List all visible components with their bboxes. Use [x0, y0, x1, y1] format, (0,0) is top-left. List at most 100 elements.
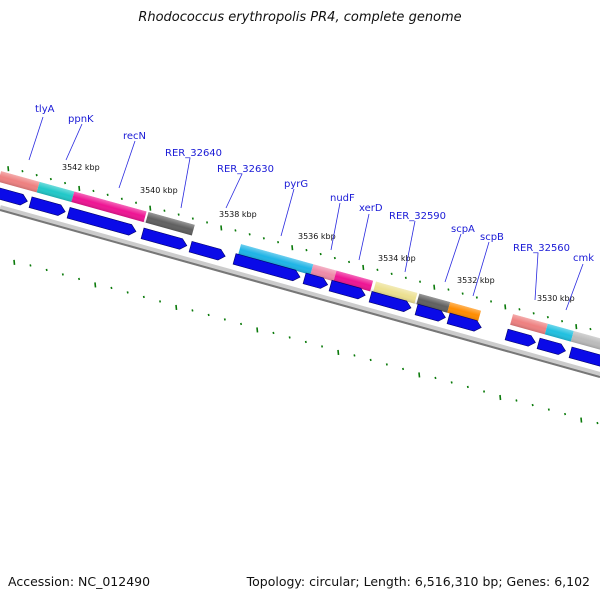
ruler-tick: [321, 345, 324, 348]
ruler-tick: [126, 291, 129, 294]
kbp-label: 3540 kbp: [140, 186, 178, 195]
ruler-tick: [461, 292, 464, 295]
ruler-tick: [531, 403, 534, 407]
ruler-tick: [206, 221, 209, 224]
kbp-labels: 3542 kbp 3540 kbp 3538 kbp 3536 kbp 3534…: [62, 163, 575, 303]
ruler-tick: [589, 327, 592, 331]
label-leaders: [28, 116, 584, 311]
lower-ruler-ticks: [13, 259, 599, 425]
ruler-tick: [191, 309, 194, 312]
cds-arrow: [504, 328, 536, 347]
ruler-tick: [376, 268, 379, 272]
ruler-tick: [434, 376, 437, 380]
ruler-tick: [45, 268, 48, 272]
ruler-tick: [220, 225, 223, 231]
cds-arrow: [28, 196, 66, 216]
ruler-tick: [21, 169, 24, 173]
ruler-tick: [353, 354, 356, 357]
ruler-tick: [348, 260, 351, 264]
cds-arrow: [536, 337, 566, 355]
ruler-tick: [402, 367, 405, 371]
ruler-tick: [49, 177, 52, 181]
ruler-tick: [291, 245, 294, 251]
ruler-tick: [447, 288, 450, 291]
ruler-tick: [362, 264, 365, 270]
gene-labels: tlyA ppnK recN RER_32640 RER_32630 pyrG …: [35, 104, 594, 264]
ruler-tick: [561, 319, 564, 323]
ruler-tick: [78, 185, 81, 192]
cds-arrow: [66, 207, 137, 236]
gene-label-scpB: scpB: [480, 232, 504, 243]
cds-arrow: [568, 346, 600, 368]
cds-arrow: [328, 279, 366, 300]
gene-label-recN: recN: [123, 131, 146, 142]
ruler-tick: [207, 313, 210, 317]
ruler-tick: [163, 209, 166, 212]
ruler-tick: [596, 421, 599, 425]
accession-label: Accession: NC_012490: [8, 574, 151, 589]
ruler-tick: [483, 390, 486, 393]
ruler-tick: [532, 312, 535, 315]
ruler-tick: [305, 248, 308, 252]
ruler-tick: [240, 322, 243, 326]
kbp-label: 3534 kbp: [378, 254, 416, 263]
ruler-tick: [369, 358, 372, 362]
ruler-tick: [504, 304, 507, 310]
ruler-tick: [92, 189, 95, 193]
ruler-tick: [277, 241, 280, 244]
ruler-tick: [575, 324, 578, 330]
kbp-label: 3542 kbp: [62, 163, 100, 172]
cds-arrow: [302, 272, 329, 289]
backbone: [0, 205, 600, 378]
cds-arrow: [232, 253, 301, 282]
ruler-tick: [333, 256, 336, 260]
ruler-tick: [177, 213, 180, 216]
gene-label-ppnK: ppnK: [68, 114, 94, 125]
ruler-tick: [142, 295, 145, 299]
ruler-tick: [223, 318, 226, 321]
ruler-tick: [29, 264, 32, 267]
gene-label-RER_32630: RER_32630: [217, 164, 274, 175]
ruler-tick: [518, 308, 521, 311]
ruler-tick: [256, 327, 259, 333]
ruler-tick: [475, 296, 478, 299]
ruler-tick: [149, 205, 152, 211]
gene-label-RER_32640: RER_32640: [165, 148, 222, 159]
map-title: Rhodococcus erythropolis PR4, complete g…: [138, 10, 462, 25]
ruler-tick: [390, 272, 393, 276]
kbp-label: 3530 kbp: [537, 294, 575, 303]
ruler-tick: [78, 277, 81, 281]
cds-arrow: [188, 241, 226, 261]
ruler-tick: [304, 340, 307, 344]
ruler-tick: [404, 276, 407, 279]
kbp-label: 3538 kbp: [219, 210, 257, 219]
ruler-tick: [419, 280, 422, 283]
gene-label-RER_32560: RER_32560: [513, 243, 570, 254]
feature-bars: [0, 171, 600, 353]
gene-label-RER_32590: RER_32590: [389, 211, 446, 222]
gene-label-tlyA: tlyA: [35, 104, 55, 115]
gene-label-nudF: nudF: [330, 193, 355, 204]
ruler-tick: [515, 399, 518, 402]
gene-label-pyrG: pyrG: [284, 179, 308, 190]
ruler-tick: [319, 252, 322, 256]
ruler-tick: [248, 233, 251, 236]
cds-arrow: [368, 291, 412, 312]
ruler-tick: [272, 331, 275, 335]
ruler-tick: [337, 349, 340, 356]
kbp-label: 3532 kbp: [457, 276, 495, 285]
cds-arrow: [0, 187, 28, 206]
ruler-tick: [433, 284, 436, 290]
ruler-tick: [110, 286, 113, 290]
ruler-tick: [580, 417, 583, 423]
ruler-tick: [466, 385, 469, 389]
ruler-tick: [7, 166, 10, 172]
ruler-tick: [547, 408, 550, 411]
ruler-tick: [120, 197, 123, 200]
ruler-tick: [135, 201, 138, 204]
ruler-tick: [94, 282, 97, 288]
gene-label-cmk: cmk: [573, 253, 594, 264]
upper-ruler-ticks: [7, 166, 592, 331]
kbp-label: 3536 kbp: [298, 232, 336, 241]
